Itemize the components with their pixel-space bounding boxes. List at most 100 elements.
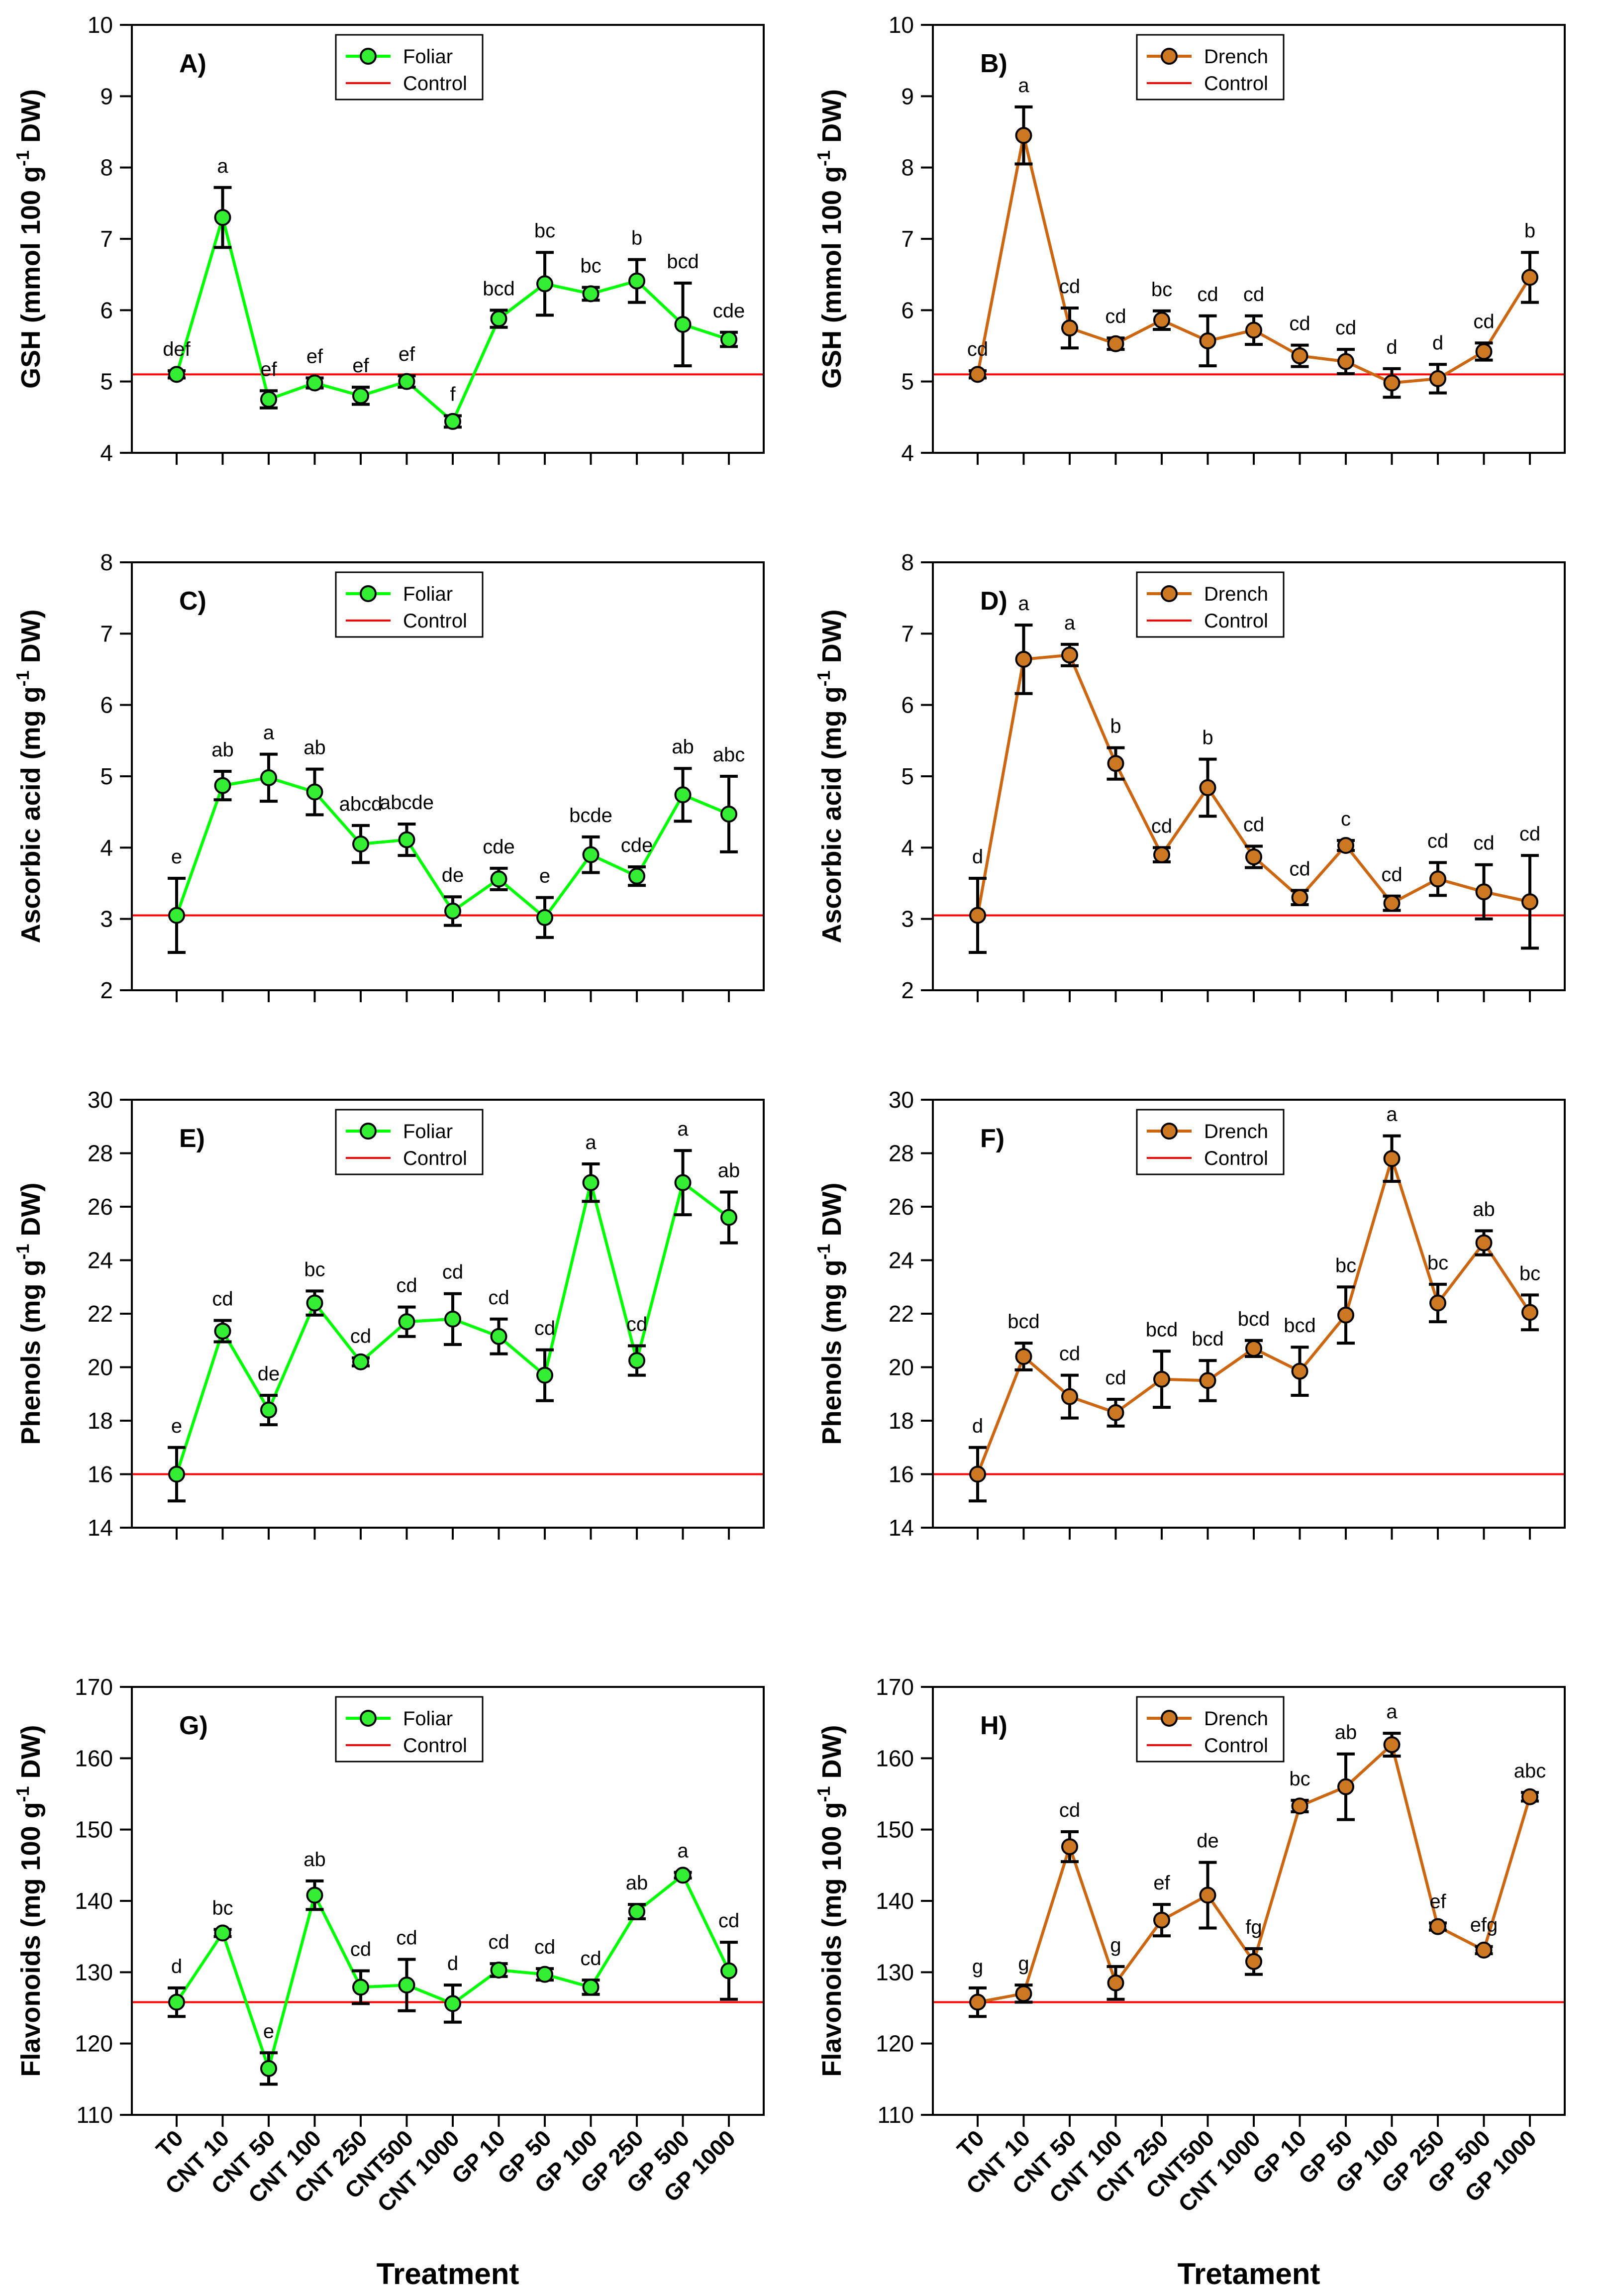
y-axis-label-main: Phenols (mg g (16, 1259, 46, 1445)
significance-letter: f (450, 383, 456, 405)
significance-letter: ab (211, 739, 234, 761)
y-axis-label-main: GSH (mmol 100 g (16, 166, 46, 389)
significance-letter: cd (580, 1948, 601, 1970)
significance-letter: bcd (1284, 1315, 1316, 1337)
significance-letter: ab (672, 736, 694, 758)
x-axis-label: Treatment (377, 2257, 519, 2291)
data-point (628, 867, 645, 885)
significance-letter: cd (967, 338, 988, 360)
panel-label: G) (179, 1711, 208, 1740)
legend-control-label: Control (403, 73, 467, 95)
significance-letter: d (171, 1956, 182, 1978)
data-point (1521, 1304, 1538, 1321)
significance-letter: cd (718, 1910, 739, 1932)
y-axis-label-superscript: -1 (813, 1244, 834, 1259)
y-axis-label: Flavonoids (mg 100 g-1 DW) (813, 1725, 847, 2077)
y-tick-label: 24 (88, 1248, 113, 1273)
legend-box (1136, 34, 1285, 101)
y-tick-label: 18 (88, 1408, 113, 1434)
panel-label: H) (980, 1711, 1007, 1740)
series-line (976, 653, 1530, 916)
significance-letter: cd (1473, 833, 1494, 854)
chart-panel-e: 14 16 18 20 22 24 26 28 30 Phenols (mg g-1 DW) e cd… (12, 1087, 765, 1541)
data-point (306, 783, 323, 801)
y-tick-label: 3 (901, 906, 914, 932)
y-tick-label: 30 (88, 1087, 113, 1113)
data-point (168, 366, 185, 383)
significance-letter: bc (1335, 1254, 1356, 1276)
legend-series-label: Foliar (403, 583, 453, 605)
significance-letter: a (263, 722, 275, 744)
significance-letter: e (539, 865, 550, 887)
significance-letter: cd (1059, 1343, 1080, 1365)
significance-letter: cd (1381, 864, 1402, 886)
y-tick-label: 7 (901, 226, 914, 252)
data-point (306, 1886, 323, 1904)
data-point (720, 805, 737, 823)
data-point (1475, 1234, 1493, 1252)
significance-letter: bcd (1192, 1328, 1224, 1350)
y-axis-label-superscript: -1 (12, 1786, 33, 1802)
y-tick-label: 7 (100, 226, 113, 252)
significance-letter: ef (306, 346, 323, 368)
significance-letter: cd (534, 1936, 555, 1958)
significance-letter: d (972, 846, 983, 868)
legend-control-label: Control (1204, 73, 1268, 95)
y-axis-label-main: GSH (mmol 100 g (817, 166, 847, 389)
significance-letter: ef (1429, 1890, 1446, 1912)
significance-letter: cd (1519, 823, 1540, 845)
data-point (1061, 1388, 1078, 1405)
significance-letter: cd (488, 1931, 509, 1953)
y-tick-label: 2 (100, 977, 113, 1003)
y-tick-label: 150 (75, 1817, 113, 1843)
y-tick-label: 7 (901, 621, 914, 646)
significance-letter: ab (718, 1159, 740, 1181)
y-axis-label-end: DW) (16, 609, 46, 670)
legend-series-marker (360, 1710, 377, 1727)
y-tick-label: 6 (901, 692, 914, 718)
data-point (490, 870, 507, 888)
significance-letter: bcd (667, 251, 699, 273)
legend-box (335, 34, 484, 101)
data-point (1153, 312, 1170, 329)
data-point (1521, 1788, 1538, 1805)
panel-label: E) (179, 1124, 205, 1153)
significance-letter: d (972, 1415, 983, 1437)
data-point (1107, 1404, 1124, 1421)
data-point (969, 907, 986, 924)
significance-letter: cd (442, 1261, 463, 1283)
data-point (1429, 870, 1446, 888)
data-point (1107, 335, 1124, 352)
significance-letter: bc (580, 255, 601, 277)
y-tick-label: 130 (876, 1959, 914, 1985)
y-tick-label: 110 (878, 2102, 914, 2128)
significance-letter: a (677, 1118, 689, 1140)
significance-letter: cd (1151, 815, 1172, 837)
y-axis-label-main: Ascorbic acid (mg g (16, 686, 46, 943)
significance-letter: ef (1153, 1872, 1170, 1894)
y-tick-label: 5 (901, 369, 914, 395)
y-tick-label: 5 (100, 369, 113, 395)
chart-panel-f: 14 16 18 20 22 24 26 28 30 Phenols (mg g-1 DW) d bc… (813, 1087, 1566, 1541)
significance-letter: a (677, 1840, 689, 1862)
significance-letter: a (1018, 593, 1029, 615)
data-point (214, 209, 231, 226)
significance-letter: cd (1059, 276, 1080, 298)
data-point (1153, 846, 1170, 863)
data-point (1291, 1797, 1308, 1815)
data-point (352, 387, 369, 405)
y-tick-label: 4 (901, 440, 914, 466)
legend-series-marker (1161, 1710, 1178, 1727)
significance-letter: ef (260, 358, 277, 380)
significance-letter: e (171, 846, 182, 868)
y-axis-label-main: Flavonoids (mg 100 g (16, 1802, 46, 2077)
data-point (444, 1310, 461, 1328)
data-point (674, 316, 692, 333)
significance-letter: cd (1105, 306, 1126, 327)
data-point (352, 1353, 369, 1370)
legend-series-label: Foliar (403, 1708, 453, 1730)
data-point (1199, 332, 1216, 349)
data-point (490, 1328, 507, 1345)
significance-letter: bc (534, 220, 555, 242)
